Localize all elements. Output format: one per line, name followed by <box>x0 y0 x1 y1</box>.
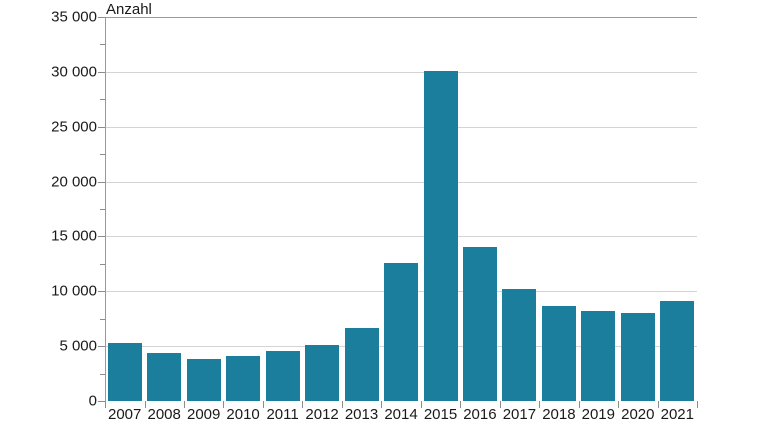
x-tick <box>420 401 422 408</box>
x-tick-label-2009: 2009 <box>187 406 221 423</box>
gridline <box>105 236 697 237</box>
bar-2016 <box>462 247 497 401</box>
y-axis-line <box>105 17 106 401</box>
bar-2020 <box>620 313 655 401</box>
bar-2009 <box>186 359 221 401</box>
bar-2011 <box>265 350 300 401</box>
x-tick-label-2021: 2021 <box>660 406 694 423</box>
x-tick <box>697 401 698 408</box>
bar-2012 <box>305 345 340 401</box>
y-major-tick <box>98 291 105 292</box>
x-tick <box>657 401 659 408</box>
x-tick-label-2016: 2016 <box>463 406 497 423</box>
x-tick <box>262 401 264 408</box>
y-minor-tick <box>100 264 105 265</box>
y-tick-label: 20 000 <box>51 173 97 191</box>
y-tick-label: 15 000 <box>51 227 97 245</box>
y-minor-tick <box>100 154 105 155</box>
bar-2015 <box>423 70 458 401</box>
x-tick <box>105 401 106 408</box>
y-axis-title: Anzahl <box>106 1 152 18</box>
y-tick-label: 5 000 <box>59 337 97 355</box>
gridline <box>105 72 697 73</box>
x-tick-label-2012: 2012 <box>305 406 339 423</box>
y-major-tick <box>98 17 105 18</box>
bar-2007 <box>107 342 142 401</box>
x-tick <box>499 401 501 408</box>
x-tick-label-2010: 2010 <box>226 406 260 423</box>
x-tick <box>302 401 304 408</box>
x-tick <box>618 401 620 408</box>
x-tick-label-2017: 2017 <box>502 406 537 423</box>
y-tick-label: 25 000 <box>51 118 97 136</box>
y-major-tick <box>98 401 105 402</box>
y-major-tick <box>98 72 105 73</box>
x-tick-label-2013: 2013 <box>344 406 379 423</box>
x-tick-label-2011: 2011 <box>266 406 299 423</box>
y-minor-tick <box>100 319 105 320</box>
y-minor-tick <box>100 44 105 45</box>
x-tick-label-2015: 2015 <box>423 406 458 423</box>
x-tick <box>223 401 225 408</box>
y-major-tick <box>98 127 105 128</box>
bar-2008 <box>147 352 182 401</box>
gridline <box>105 127 697 128</box>
x-tick-label-2008: 2008 <box>147 406 181 423</box>
y-minor-tick <box>100 374 105 375</box>
x-tick <box>183 401 185 408</box>
x-tick-label-2020: 2020 <box>621 406 655 423</box>
x-tick <box>578 401 580 408</box>
bar-2021 <box>660 301 695 401</box>
y-tick-label: 10 000 <box>51 282 97 300</box>
y-major-tick <box>98 346 105 347</box>
bar-2019 <box>581 311 616 401</box>
bar-2018 <box>541 306 576 401</box>
y-major-tick <box>98 236 105 237</box>
x-tick <box>144 401 146 408</box>
x-tick-label-2018: 2018 <box>542 406 576 423</box>
x-tick-label-2019: 2019 <box>581 406 615 423</box>
y-tick-label: 35 000 <box>51 8 97 26</box>
y-minor-tick <box>100 99 105 100</box>
x-tick <box>460 401 462 408</box>
bar-2017 <box>502 289 537 401</box>
y-tick-label: 0 <box>88 392 97 410</box>
y-minor-tick <box>100 209 105 210</box>
bar-2013 <box>344 328 379 401</box>
y-tick-label: 30 000 <box>51 63 97 81</box>
x-tick-label-2007: 2007 <box>108 406 142 423</box>
gridline <box>105 182 697 183</box>
x-tick <box>381 401 383 408</box>
bar-2010 <box>226 356 261 401</box>
gridline <box>105 17 697 18</box>
x-tick-label-2014: 2014 <box>384 406 418 423</box>
bar-2014 <box>384 262 418 401</box>
y-major-tick <box>98 182 105 183</box>
x-tick <box>341 401 343 408</box>
x-tick <box>539 401 541 408</box>
